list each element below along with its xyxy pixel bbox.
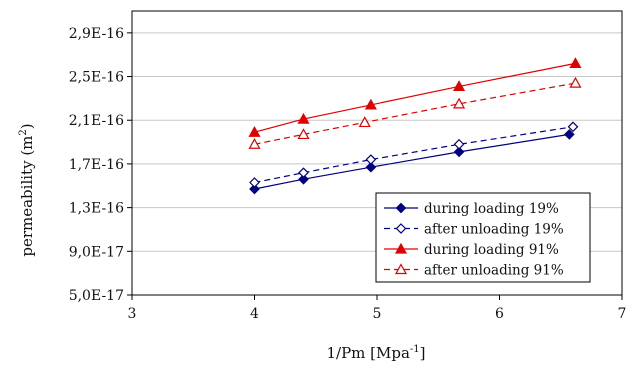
legend: during loading 19% after unloading 19% dur… <box>376 193 590 282</box>
data-point <box>455 140 464 149</box>
series-layer <box>250 58 581 193</box>
y-axis-ticks: 5,0E-17 9,0E-17 1,3E-16 1,7E-16 2,1E-16 2,5E-… <box>69 26 132 304</box>
series <box>250 122 578 187</box>
series <box>250 130 574 194</box>
y-tick-label: 5,0E-17 <box>69 288 124 304</box>
legend-label: during loading 91% <box>424 242 559 258</box>
x-tick-label: 6 <box>495 306 504 322</box>
data-point <box>570 78 580 87</box>
y-tick-label: 1,3E-16 <box>69 201 124 217</box>
series <box>250 58 581 136</box>
y-tick-label: 2,9E-16 <box>69 26 124 42</box>
series <box>250 78 581 148</box>
y-tick-label: 1,7E-16 <box>69 157 124 173</box>
data-point <box>570 58 580 67</box>
x-tick-label: 3 <box>128 306 137 322</box>
y-tick-label: 9,0E-17 <box>69 244 124 260</box>
legend-label: after unloading 19% <box>424 222 564 238</box>
legend-label: after unloading 91% <box>424 263 564 279</box>
x-tick-label: 4 <box>250 306 259 322</box>
data-point <box>366 155 375 164</box>
y-tick-label: 2,5E-16 <box>69 70 124 86</box>
data-point <box>299 168 308 177</box>
x-tick-label: 5 <box>373 306 382 322</box>
y-tick-label: 2,1E-16 <box>69 113 124 129</box>
x-tick-label: 7 <box>618 306 627 322</box>
x-axis-label: 1/Pm [Mpa-1] <box>326 344 425 362</box>
legend-label: during loading 19% <box>424 201 559 217</box>
y-axis-label: permeability (m2) <box>18 123 36 256</box>
data-point <box>250 178 259 187</box>
x-axis-ticks: 3 4 5 6 7 <box>128 295 627 322</box>
